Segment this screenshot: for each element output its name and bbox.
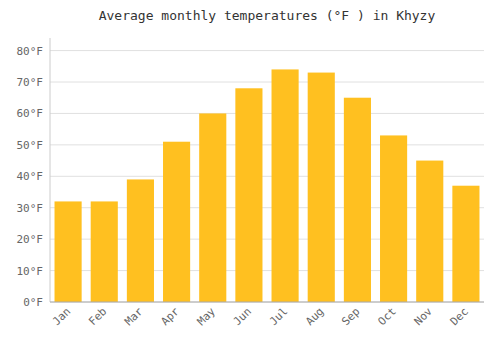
bar	[235, 88, 262, 302]
y-tick-label: 50°F	[17, 139, 44, 152]
bar	[127, 179, 154, 302]
grid-line	[50, 144, 484, 145]
x-tick-label: Apr	[158, 305, 182, 329]
chart-container: Average monthly temperatures (°F ) in Kh…	[0, 0, 500, 350]
y-tick-label: 30°F	[17, 202, 44, 215]
chart-title: Average monthly temperatures (°F ) in Kh…	[99, 8, 436, 23]
bars	[55, 69, 480, 302]
y-tick-label: 70°F	[17, 76, 44, 89]
y-axis-line	[50, 38, 51, 302]
x-tick-label: Jun	[231, 305, 254, 328]
bar	[344, 98, 371, 302]
x-tick-label: Nov	[412, 305, 436, 329]
bar	[272, 69, 299, 302]
y-tick-label: 10°F	[17, 265, 44, 278]
bar	[452, 186, 479, 302]
bar	[91, 201, 118, 302]
grid-line	[50, 50, 484, 51]
grid-line	[50, 82, 484, 83]
x-tick-label: Dec	[448, 305, 471, 328]
x-tick-label: Jan	[50, 305, 73, 328]
x-tick-label: Mar	[122, 305, 146, 329]
x-axis-line	[50, 302, 484, 303]
y-tick-label: 80°F	[17, 45, 44, 58]
grid	[50, 51, 484, 302]
x-tick-label: Jul	[267, 305, 290, 328]
x-axis: Jan Feb Mar Apr May Jun Jul Aug Sep Oct Nov Dec	[50, 305, 471, 329]
y-tick-label: 20°F	[17, 233, 44, 246]
bar	[416, 161, 443, 302]
grid-line	[50, 302, 484, 303]
y-tick-label: 40°F	[17, 170, 44, 183]
x-tick-label: Feb	[86, 305, 109, 328]
x-tick-label: Oct	[375, 305, 398, 328]
bar	[163, 142, 190, 302]
grid-line	[50, 113, 484, 114]
bar	[55, 201, 82, 302]
y-tick-label: 0°F	[23, 296, 43, 309]
chart-svg: Average monthly temperatures (°F ) in Kh…	[0, 0, 500, 350]
bar	[380, 135, 407, 302]
bar	[199, 113, 226, 302]
x-tick-label: May	[195, 305, 219, 329]
y-axis: 0°F 10°F 20°F 30°F 40°F 50°F 60°F 70°F 80°F	[17, 45, 44, 309]
x-tick-label: Aug	[303, 305, 326, 328]
y-tick-label: 60°F	[17, 107, 44, 120]
x-tick-label: Sep	[339, 305, 362, 328]
bar	[308, 73, 335, 302]
